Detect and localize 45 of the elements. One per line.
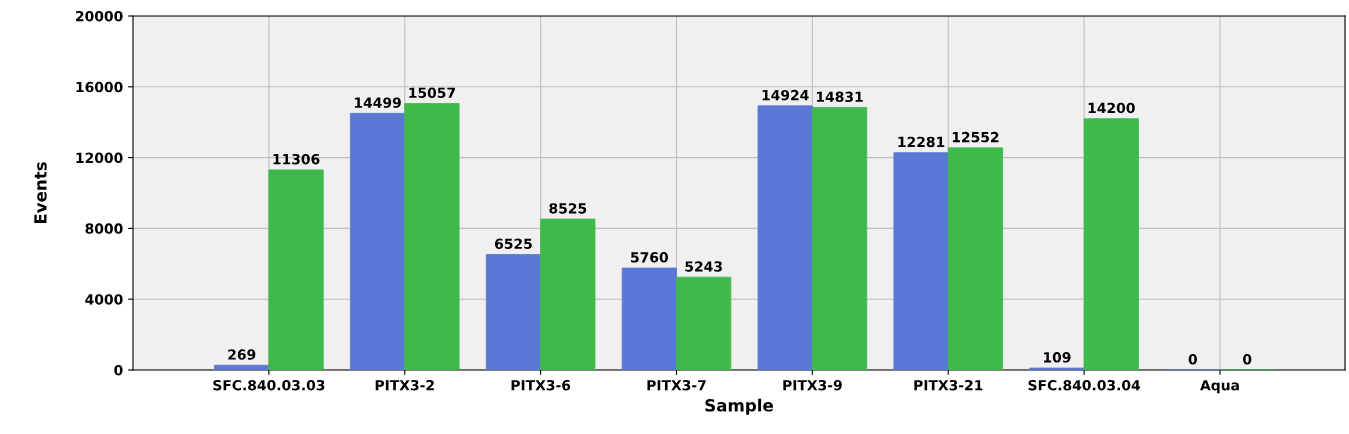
bar: [485, 254, 542, 370]
bar: [349, 112, 406, 370]
y-tick-label: 8000: [85, 223, 123, 234]
bar: [621, 267, 677, 370]
x-tick-label: PITX3-6: [511, 379, 571, 391]
x-axis-title: Sample: [705, 398, 773, 415]
data-label: 14200: [1088, 102, 1135, 114]
data-label: 14831: [816, 91, 863, 103]
data-label: 12281: [898, 136, 945, 148]
x-tick-label: SFC.840.03.03: [213, 379, 325, 391]
x-tick-label: PITX3-2: [375, 379, 434, 391]
data-label: 15057: [409, 87, 455, 99]
y-axis-title: Events: [34, 162, 47, 224]
bar: [540, 218, 596, 370]
data-label: 109: [1044, 352, 1071, 363]
bar: [404, 103, 460, 370]
data-label: 5760: [631, 252, 668, 263]
data-label: 0: [1188, 354, 1197, 365]
data-label: 8525: [549, 203, 587, 214]
bar: [214, 364, 270, 370]
data-label: 14924: [762, 89, 809, 101]
x-tick-label: PITX3-9: [783, 379, 842, 391]
bar: [757, 105, 813, 370]
y-tick-label: 20000: [76, 10, 123, 22]
y-tick-label: 12000: [76, 152, 123, 164]
bar: [893, 152, 949, 370]
data-label: 14499: [354, 97, 401, 108]
x-tick-label: PITX3-7: [647, 379, 706, 391]
bar: [676, 276, 732, 370]
bar: [1083, 118, 1139, 370]
bar: [811, 107, 868, 370]
y-tick-label: 0: [114, 364, 123, 376]
data-label: 5243: [685, 261, 722, 272]
data-label: 269: [228, 349, 256, 360]
data-label: 12552: [952, 131, 999, 143]
data-label: 6525: [494, 238, 532, 250]
x-tick-label: PITX3-21: [914, 379, 983, 391]
x-tick-label: Aqua: [1200, 380, 1239, 394]
y-tick-label: 4000: [85, 294, 123, 305]
x-tick-label: SFC.840.03.04: [1028, 379, 1141, 391]
bar: [947, 147, 1004, 370]
data-label: 0: [1243, 354, 1252, 365]
data-label: 11306: [273, 153, 320, 165]
bar: [268, 169, 324, 370]
y-tick-label: 16000: [76, 81, 123, 93]
